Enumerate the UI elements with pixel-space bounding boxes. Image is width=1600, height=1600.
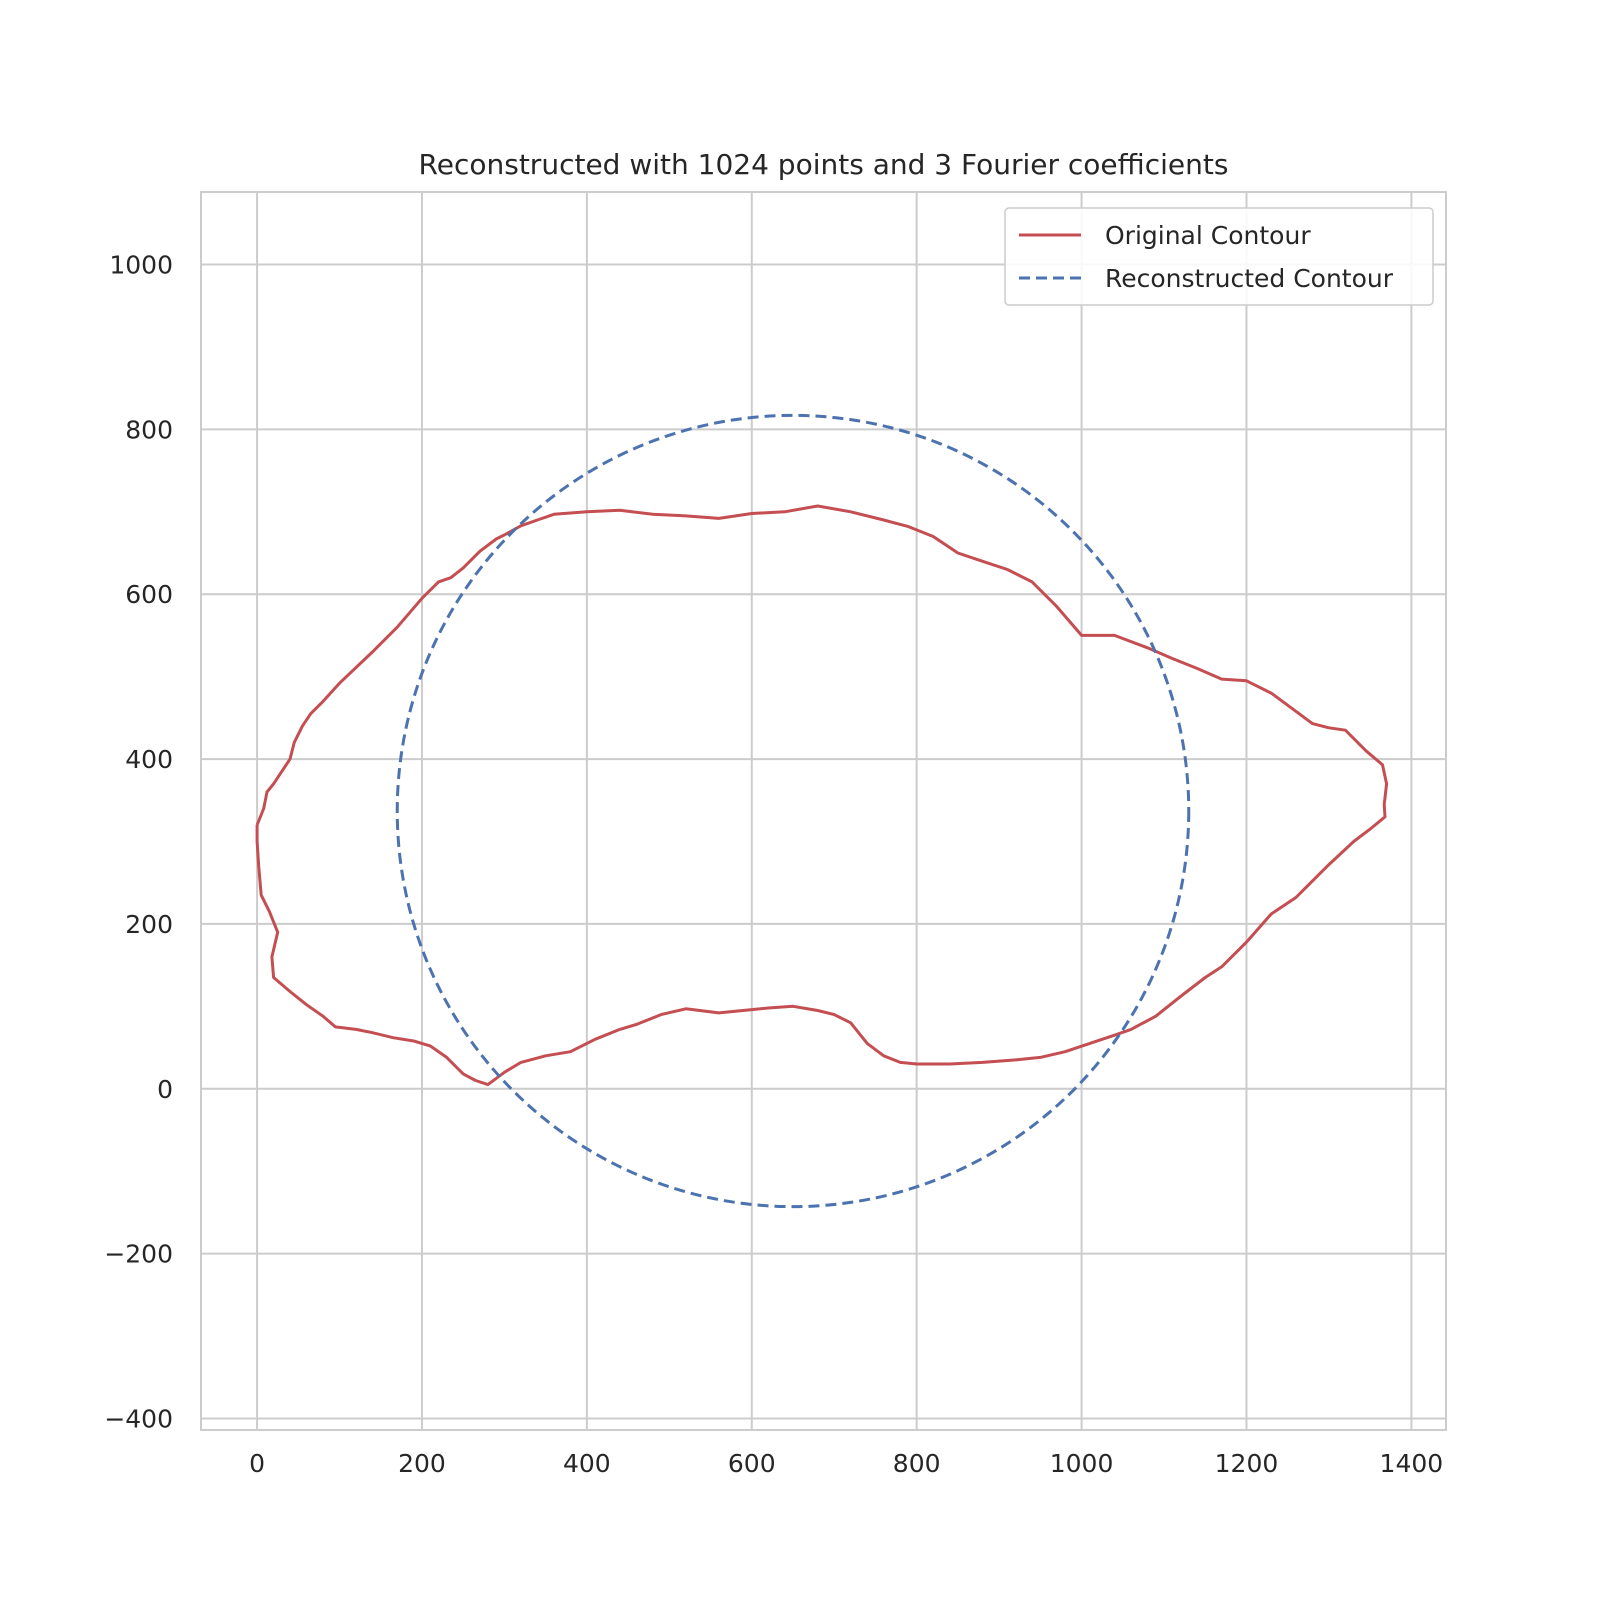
series-layer bbox=[255, 413, 1389, 1209]
x-tick-label: 600 bbox=[728, 1449, 776, 1478]
x-tick-label: 0 bbox=[249, 1449, 265, 1478]
y-tick-label: 400 bbox=[125, 745, 173, 774]
x-tick-label: 1200 bbox=[1215, 1449, 1279, 1478]
legend-label: Original Contour bbox=[1105, 221, 1311, 250]
x-tick-label: 800 bbox=[893, 1449, 941, 1478]
tick-labels: 0 200 400 600 800 1000 1200 1400 −400 −200 0 200 400… bbox=[104, 251, 1443, 1478]
x-tick-label: 200 bbox=[398, 1449, 446, 1478]
y-tick-label: −400 bbox=[104, 1404, 173, 1433]
legend-box bbox=[1004, 207, 1434, 306]
y-tick-label: 800 bbox=[125, 415, 173, 444]
y-tick-label: −200 bbox=[104, 1240, 173, 1269]
x-tick-label: 1000 bbox=[1050, 1449, 1114, 1478]
x-tick-label: 400 bbox=[563, 1449, 611, 1478]
chart-title: Reconstructed with 1024 points and 3 Fou… bbox=[419, 148, 1229, 181]
grid bbox=[201, 192, 1446, 1430]
y-tick-label: 200 bbox=[125, 910, 173, 939]
x-tick-label: 1400 bbox=[1380, 1449, 1444, 1478]
reconstructed-contour-line bbox=[395, 413, 1191, 1209]
original-contour-line bbox=[255, 504, 1389, 1087]
axes-frame bbox=[200, 191, 1447, 1431]
y-tick-label: 0 bbox=[157, 1075, 173, 1104]
legend: Original Contour Reconstructed Contour bbox=[1004, 207, 1434, 306]
y-tick-label: 1000 bbox=[109, 251, 173, 280]
legend-label: Reconstructed Contour bbox=[1105, 264, 1394, 293]
y-tick-label: 600 bbox=[125, 580, 173, 609]
